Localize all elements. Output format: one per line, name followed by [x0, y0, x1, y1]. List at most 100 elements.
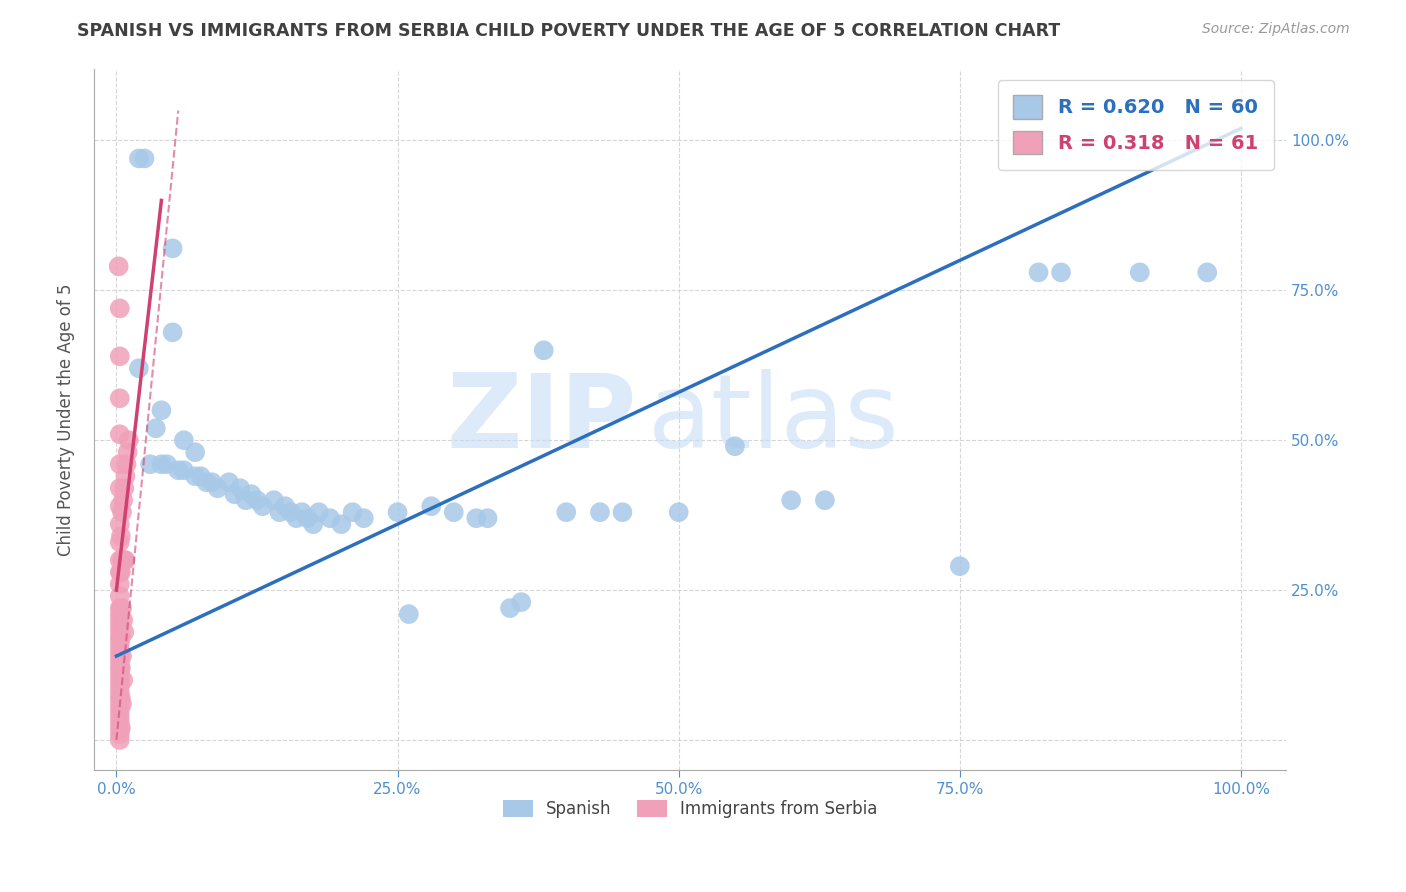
- Point: [114, 469, 136, 483]
- Point: [533, 343, 555, 358]
- Point: [139, 457, 162, 471]
- Point: [108, 667, 131, 681]
- Point: [108, 709, 131, 723]
- Point: [108, 733, 131, 747]
- Point: [499, 601, 522, 615]
- Point: [108, 607, 131, 621]
- Point: [353, 511, 375, 525]
- Point: [112, 625, 135, 640]
- Point: [201, 475, 224, 490]
- Point: [297, 511, 319, 525]
- Point: [184, 469, 207, 483]
- Point: [108, 637, 131, 651]
- Point: [108, 553, 131, 567]
- Point: [108, 601, 131, 615]
- Point: [128, 361, 150, 376]
- Point: [167, 463, 190, 477]
- Point: [291, 505, 314, 519]
- Point: [108, 577, 131, 591]
- Point: [108, 643, 131, 657]
- Point: [949, 559, 972, 574]
- Point: [111, 505, 134, 519]
- Point: [108, 649, 131, 664]
- Point: [108, 457, 131, 471]
- Point: [173, 463, 195, 477]
- Point: [108, 619, 131, 633]
- Point: [184, 445, 207, 459]
- Point: [246, 493, 269, 508]
- Point: [387, 505, 409, 519]
- Point: [1129, 265, 1152, 279]
- Text: Source: ZipAtlas.com: Source: ZipAtlas.com: [1202, 22, 1350, 37]
- Point: [108, 685, 131, 699]
- Point: [108, 661, 131, 675]
- Point: [108, 631, 131, 645]
- Point: [112, 553, 135, 567]
- Point: [280, 505, 302, 519]
- Point: [108, 613, 131, 627]
- Point: [342, 505, 364, 519]
- Point: [274, 499, 297, 513]
- Y-axis label: Child Poverty Under the Age of 5: Child Poverty Under the Age of 5: [58, 283, 75, 556]
- Point: [555, 505, 578, 519]
- Point: [108, 727, 131, 741]
- Point: [235, 493, 257, 508]
- Point: [207, 481, 229, 495]
- Point: [108, 691, 131, 706]
- Point: [110, 565, 132, 579]
- Point: [319, 511, 342, 525]
- Point: [195, 475, 218, 490]
- Point: [108, 673, 131, 687]
- Point: [252, 499, 274, 513]
- Point: [112, 613, 135, 627]
- Text: atlas: atlas: [648, 368, 900, 470]
- Point: [111, 697, 134, 711]
- Point: [108, 391, 131, 405]
- Point: [398, 607, 420, 621]
- Point: [108, 565, 131, 579]
- Point: [510, 595, 533, 609]
- Point: [285, 511, 308, 525]
- Point: [1028, 265, 1050, 279]
- Point: [724, 439, 747, 453]
- Point: [145, 421, 167, 435]
- Point: [108, 697, 131, 711]
- Point: [612, 505, 634, 519]
- Point: [162, 241, 184, 255]
- Point: [330, 517, 353, 532]
- Legend: Spanish, Immigrants from Serbia: Spanish, Immigrants from Serbia: [496, 793, 884, 825]
- Point: [269, 505, 291, 519]
- Point: [110, 691, 132, 706]
- Point: [477, 511, 499, 525]
- Point: [110, 601, 132, 615]
- Point: [814, 493, 837, 508]
- Point: [110, 529, 132, 543]
- Point: [150, 457, 173, 471]
- Point: [111, 601, 134, 615]
- Point: [1050, 265, 1073, 279]
- Point: [108, 349, 131, 363]
- Point: [108, 517, 131, 532]
- Point: [110, 661, 132, 675]
- Point: [111, 553, 134, 567]
- Point: [111, 649, 134, 664]
- Point: [173, 434, 195, 448]
- Point: [443, 505, 465, 519]
- Point: [302, 517, 325, 532]
- Point: [117, 445, 139, 459]
- Point: [110, 721, 132, 735]
- Point: [240, 487, 263, 501]
- Point: [229, 481, 252, 495]
- Point: [162, 326, 184, 340]
- Point: [224, 487, 246, 501]
- Point: [108, 703, 131, 717]
- Point: [108, 499, 131, 513]
- Point: [308, 505, 330, 519]
- Text: ZIP: ZIP: [446, 368, 637, 470]
- Point: [110, 631, 132, 645]
- Point: [112, 481, 135, 495]
- Point: [150, 403, 173, 417]
- Point: [108, 301, 131, 316]
- Point: [190, 469, 212, 483]
- Point: [114, 553, 136, 567]
